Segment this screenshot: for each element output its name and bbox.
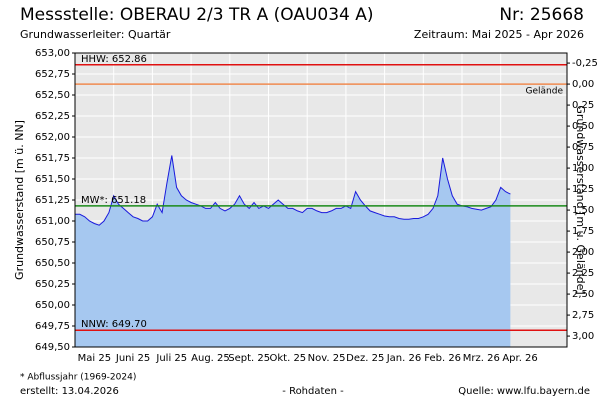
source: Quelle: www.lfu.bayern.de xyxy=(458,386,590,397)
y-tick-label: 652,50 xyxy=(35,90,70,101)
y-tick-label: 651,50 xyxy=(35,174,70,185)
chart-title: Messstelle: OBERAU 2/3 TR A (OAU034 A) xyxy=(20,5,374,25)
period: Zeitraum: Mai 2025 - Apr 2026 xyxy=(414,28,584,41)
y2-tick-label: 3,00 xyxy=(572,331,594,342)
x-tick-label: Jan. 26 xyxy=(386,353,422,364)
plot-frame xyxy=(74,52,568,348)
reference-label: HHW: 652.86 xyxy=(81,54,147,65)
subtitle: Grundwasserleiter: Quartär xyxy=(20,28,171,41)
x-tick-label: Aug. 25 xyxy=(191,353,230,364)
y2-tick-label: 1,00 xyxy=(572,163,594,174)
y-tick-label: 649,75 xyxy=(35,321,70,332)
x-tick-label: Feb. 26 xyxy=(424,353,461,364)
status: - Rohdaten - xyxy=(282,386,344,397)
x-tick-label: Mrz. 26 xyxy=(463,353,500,364)
y2-tick-label: 2,25 xyxy=(572,268,594,279)
x-tick-label: Okt. 25 xyxy=(270,353,307,364)
y2-tick-label: 1,50 xyxy=(572,205,594,216)
y-axis-label: Grundwasserstand [m ü. NN] xyxy=(13,120,26,280)
y-tick-label: 653,00 xyxy=(35,48,70,59)
reference-label: NNW: 649.70 xyxy=(81,319,147,330)
x-tick-label: Mai 25 xyxy=(78,353,111,364)
x-tick-label: Nov. 25 xyxy=(308,353,346,364)
x-tick-label: Apr. 26 xyxy=(502,353,537,364)
y2-tick-label: -0,25 xyxy=(572,58,598,69)
y-tick-label: 652,25 xyxy=(35,111,70,122)
area xyxy=(75,155,511,347)
x-tick-label: Dez. 25 xyxy=(346,353,384,364)
y-tick-label: 651,25 xyxy=(35,195,70,206)
y-tick-label: 649,50 xyxy=(35,342,70,353)
y2-tick-label: 2,00 xyxy=(572,247,594,258)
y-tick-label: 652,75 xyxy=(35,69,70,80)
y-tick-label: 651,00 xyxy=(35,216,70,227)
y2-tick-label: 0,00 xyxy=(572,79,594,90)
x-tick-label: Juli 25 xyxy=(155,353,187,364)
reference-label: Gelände xyxy=(526,87,564,97)
footnote: * Abflussjahr (1969-2024) xyxy=(20,373,136,383)
y-tick-label: 650,25 xyxy=(35,279,70,290)
y2-tick-label: 0,75 xyxy=(572,142,594,153)
y-tick-label: 650,00 xyxy=(35,300,70,311)
y2-tick-label: 1,75 xyxy=(572,226,594,237)
y2-tick-label: 2,50 xyxy=(572,289,594,300)
y-tick-label: 652,00 xyxy=(35,132,70,143)
line xyxy=(75,155,511,226)
y2-tick-label: 0,50 xyxy=(572,121,594,132)
y-tick-label: 650,50 xyxy=(35,258,70,269)
y2-tick-label: 1,25 xyxy=(572,184,594,195)
y-tick-label: 651,75 xyxy=(35,153,70,164)
y-tick-label: 650,75 xyxy=(35,237,70,248)
x-tick-label: Juni 25 xyxy=(115,353,150,364)
y2-axis-label: Grundwasserstand [m u. Gelände] xyxy=(574,105,587,294)
station-number: Nr: 25668 xyxy=(499,5,584,25)
y2-tick-label: 0,25 xyxy=(572,100,594,111)
x-tick-label: Sept. 25 xyxy=(228,353,270,364)
y2-tick-label: 2,75 xyxy=(572,310,594,321)
reference-label: MW*: 651.18 xyxy=(81,195,146,206)
created-date: erstellt: 13.04.2026 xyxy=(20,386,119,397)
